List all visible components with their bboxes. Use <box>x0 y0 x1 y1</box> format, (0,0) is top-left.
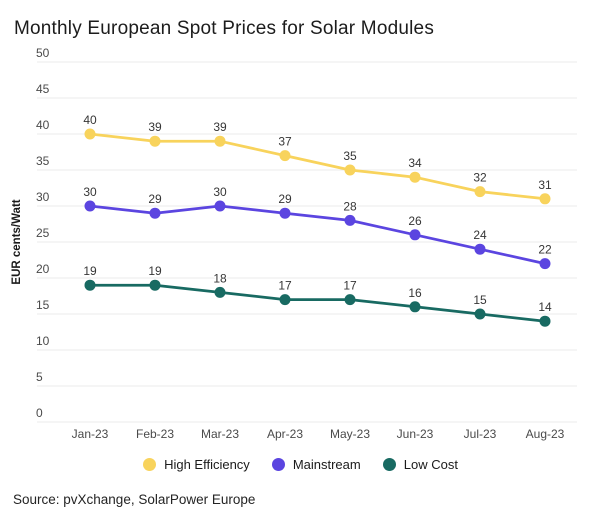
data-label-low-cost: 16 <box>408 286 422 300</box>
chart-title: Monthly European Spot Prices for Solar M… <box>14 18 435 39</box>
data-label-high-efficiency: 40 <box>83 113 97 127</box>
data-label-high-efficiency: 39 <box>148 120 162 134</box>
data-point-low-cost[interactable] <box>214 286 226 298</box>
data-point-mainstream[interactable] <box>279 207 291 219</box>
data-point-low-cost[interactable] <box>344 294 356 306</box>
data-label-mainstream: 29 <box>278 192 292 206</box>
x-tick-label: Apr-23 <box>267 427 303 441</box>
data-label-low-cost: 18 <box>213 271 227 285</box>
legend-label-low-cost: Low Cost <box>403 457 458 472</box>
x-tick-label: Feb-23 <box>136 427 174 441</box>
series-line-low-cost <box>88 283 547 323</box>
data-point-high-efficiency[interactable] <box>539 193 551 205</box>
legend-swatch-high-efficiency <box>143 458 157 471</box>
data-point-mainstream[interactable] <box>149 207 161 219</box>
legend-swatch-low-cost <box>382 458 396 471</box>
y-tick-label: 45 <box>36 82 50 96</box>
x-tick-label: Mar-23 <box>201 427 239 441</box>
data-point-high-efficiency[interactable] <box>344 164 356 176</box>
data-label-mainstream: 29 <box>148 192 162 206</box>
data-label-high-efficiency: 31 <box>538 178 552 192</box>
x-tick-label: May-23 <box>330 427 370 441</box>
data-label-mainstream: 28 <box>343 199 357 213</box>
y-tick-label: 30 <box>36 190 50 204</box>
data-point-low-cost[interactable] <box>539 315 551 327</box>
data-point-low-cost[interactable] <box>409 301 421 313</box>
data-label-low-cost: 15 <box>473 293 487 307</box>
data-point-high-efficiency[interactable] <box>149 135 161 147</box>
data-label-low-cost: 17 <box>343 279 357 293</box>
data-label-high-efficiency: 39 <box>213 120 227 134</box>
data-label-mainstream: 24 <box>473 228 487 242</box>
series-line-high-efficiency <box>88 132 547 201</box>
y-axis-title: EUR cents/Watt <box>11 199 23 284</box>
data-label-high-efficiency: 35 <box>343 149 357 163</box>
x-tick-label: Jul-23 <box>464 427 497 441</box>
data-point-low-cost[interactable] <box>279 294 291 306</box>
data-point-low-cost[interactable] <box>474 308 486 320</box>
legend-item-high-efficiency[interactable]: High Efficiency <box>143 457 250 472</box>
legend-item-low-cost[interactable]: Low Cost <box>382 457 458 472</box>
data-point-high-efficiency[interactable] <box>279 150 291 162</box>
y-tick-label: 25 <box>36 226 50 240</box>
source-attribution: Source: pvXchange, SolarPower Europe <box>13 492 256 507</box>
data-label-low-cost: 19 <box>148 264 162 278</box>
data-point-low-cost[interactable] <box>149 279 161 291</box>
x-tick-label: Jun-23 <box>397 427 434 441</box>
y-tick-label: 5 <box>36 370 43 384</box>
data-point-mainstream[interactable] <box>474 243 486 255</box>
legend-label-high-efficiency: High Efficiency <box>164 457 250 472</box>
y-tick-label: 50 <box>36 46 50 60</box>
data-label-low-cost: 19 <box>83 264 97 278</box>
y-tick-label: 20 <box>36 262 50 276</box>
series-line-mainstream <box>88 204 547 265</box>
y-tick-label: 35 <box>36 154 50 168</box>
x-tick-label: Jan-23 <box>72 427 109 441</box>
data-point-high-efficiency[interactable] <box>84 128 96 140</box>
data-label-high-efficiency: 32 <box>473 171 487 185</box>
data-point-mainstream[interactable] <box>409 229 421 241</box>
data-point-low-cost[interactable] <box>84 279 96 291</box>
y-tick-label: 40 <box>36 118 50 132</box>
legend-item-mainstream[interactable]: Mainstream <box>271 457 361 472</box>
data-point-high-efficiency[interactable] <box>214 135 226 147</box>
data-label-low-cost: 14 <box>538 300 552 314</box>
data-label-mainstream: 30 <box>83 185 97 199</box>
data-label-mainstream: 26 <box>408 214 422 228</box>
data-label-high-efficiency: 34 <box>408 156 422 170</box>
legend-swatch-mainstream <box>271 458 285 471</box>
y-tick-label: 10 <box>36 334 50 348</box>
x-tick-label: Aug-23 <box>526 427 565 441</box>
data-point-mainstream[interactable] <box>84 200 96 212</box>
data-point-mainstream[interactable] <box>214 200 226 212</box>
data-point-mainstream[interactable] <box>539 258 551 270</box>
data-point-high-efficiency[interactable] <box>474 186 486 198</box>
data-label-low-cost: 17 <box>278 279 292 293</box>
data-point-high-efficiency[interactable] <box>409 171 421 183</box>
data-point-mainstream[interactable] <box>344 214 356 226</box>
y-tick-label: 15 <box>36 298 50 312</box>
data-label-mainstream: 30 <box>213 185 227 199</box>
y-tick-label: 0 <box>36 406 43 420</box>
legend: High Efficiency Mainstream Low Cost <box>0 457 601 472</box>
data-label-high-efficiency: 37 <box>278 135 292 149</box>
data-label-mainstream: 22 <box>538 243 552 257</box>
legend-label-mainstream: Mainstream <box>292 457 361 472</box>
